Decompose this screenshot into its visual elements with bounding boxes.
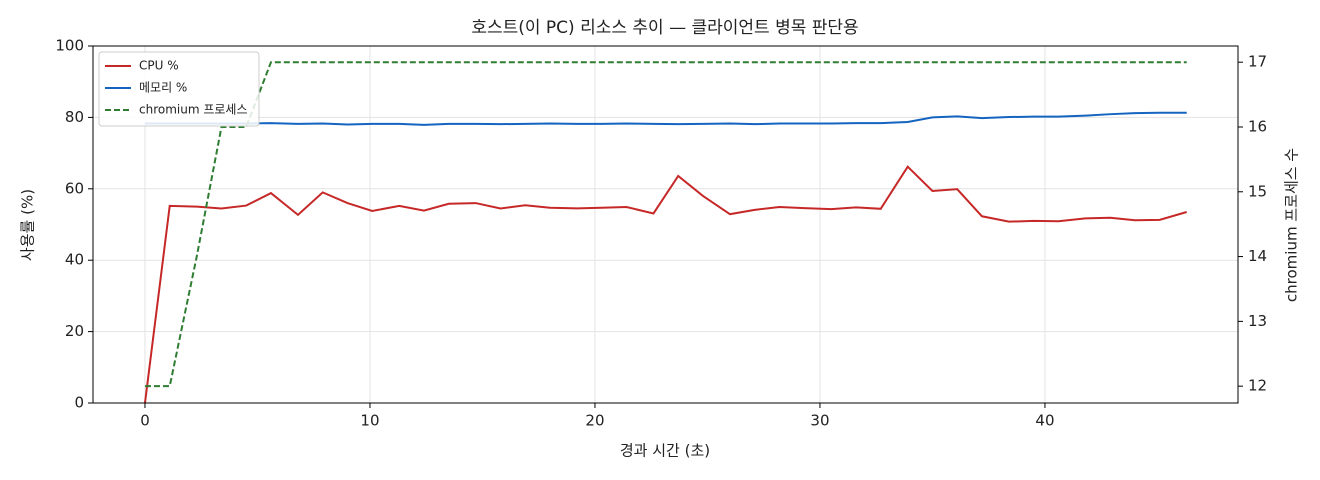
x-tick-label: 10 <box>360 412 379 430</box>
legend: CPU % 메모리 % chromium 프로세스 <box>98 51 260 127</box>
data-line <box>144 61 1187 388</box>
y2-axis-label: chromium 프로세스 수 <box>1283 148 1301 302</box>
y-tick-label: 40 <box>65 251 84 269</box>
y2-tick-label: 17 <box>1248 53 1267 71</box>
x-axis-label: 경과 시간 (초) <box>620 442 710 460</box>
y2-tick-label: 16 <box>1248 117 1267 135</box>
data-line <box>144 111 1187 126</box>
y-tick-label: 80 <box>65 108 84 126</box>
plot-area <box>93 45 1238 404</box>
x-tick-label: 20 <box>585 412 604 430</box>
y2-tick-label: 12 <box>1248 377 1267 395</box>
y-tick-label: 60 <box>65 179 84 197</box>
chart-title: 호스트(이 PC) 리소스 추이 — 클라이언트 병목 판단용 <box>471 18 858 38</box>
y-tick-label: 0 <box>74 394 84 412</box>
legend-label: 메모리 % <box>139 81 187 95</box>
y2-tick-label: 13 <box>1248 312 1267 330</box>
x-tick-label: 40 <box>1035 412 1054 430</box>
legend-label: CPU % <box>139 59 179 73</box>
axes-frame <box>92 45 1239 404</box>
y-tick-label: 20 <box>65 322 84 340</box>
y2-tick-label: 14 <box>1248 247 1267 265</box>
y2-tick-label: 15 <box>1248 182 1267 200</box>
y-tick-label: 100 <box>55 37 84 55</box>
legend-label: chromium 프로세스 <box>139 103 248 117</box>
legend-box <box>98 51 260 127</box>
y-axis-label: 사용률 (%) <box>19 189 37 261</box>
x-tick-label: 30 <box>810 412 829 430</box>
x-tick-label: 0 <box>140 412 150 430</box>
data-line <box>143 165 1187 404</box>
